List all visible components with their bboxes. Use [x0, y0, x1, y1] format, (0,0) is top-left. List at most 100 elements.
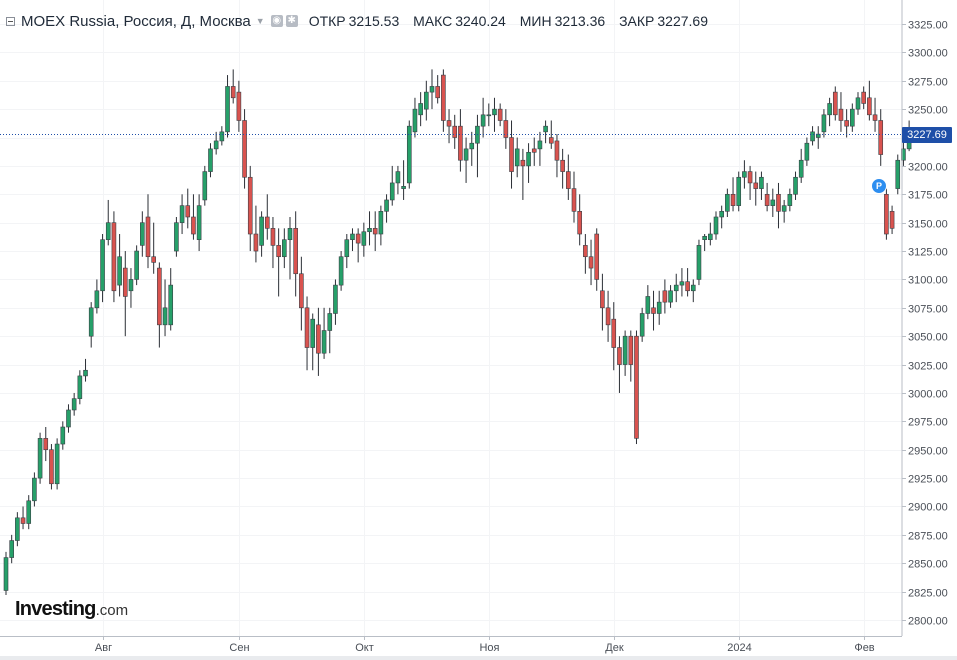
- candle: [355, 228, 361, 263]
- candle-body: [412, 108, 418, 133]
- chart-header: MOEX Russia, Россия, Д, Москва ▼ ◉ ✱ ОТК…: [6, 11, 718, 31]
- candle: [213, 131, 219, 155]
- gear-icon[interactable]: ✱: [285, 15, 298, 27]
- candle-body: [71, 398, 77, 411]
- candle: [208, 143, 213, 178]
- candle-body: [32, 477, 37, 502]
- candle-body: [49, 449, 54, 485]
- candle-body: [401, 186, 406, 189]
- candle-body: [662, 290, 668, 303]
- candle-body: [94, 290, 100, 309]
- candle-body: [452, 125, 458, 138]
- candle: [185, 188, 191, 229]
- candle-body: [196, 205, 202, 240]
- y-tick-label: 3175.00: [908, 190, 948, 202]
- x-tick-label: Фев: [854, 642, 874, 654]
- y-tick-label: 2800.00: [908, 616, 948, 628]
- candle-body: [225, 86, 230, 133]
- candle-body: [645, 296, 651, 314]
- candle-body: [395, 171, 401, 184]
- candle: [60, 421, 66, 450]
- candle: [742, 160, 747, 189]
- candle: [605, 290, 611, 342]
- candle-body: [378, 211, 384, 235]
- candle-body: [424, 91, 429, 110]
- high-label: МАКС: [413, 13, 453, 29]
- candle-body: [798, 159, 804, 178]
- candle: [321, 307, 327, 359]
- candle: [583, 234, 588, 274]
- candle: [867, 80, 872, 121]
- candle-body: [168, 284, 174, 326]
- candle: [145, 194, 151, 269]
- candle-body: [389, 182, 395, 201]
- candle-body: [548, 137, 554, 144]
- candle: [480, 97, 486, 138]
- candle: [77, 370, 83, 405]
- candle: [747, 165, 753, 200]
- candle-body: [651, 307, 656, 314]
- candle-body: [299, 273, 304, 309]
- candle-body: [259, 216, 264, 246]
- candle-body: [9, 540, 14, 558]
- candle: [378, 205, 384, 246]
- candle-body: [128, 279, 134, 292]
- eye-icon[interactable]: ◉: [270, 15, 283, 27]
- candle: [531, 137, 537, 166]
- y-tick-label: 3000.00: [908, 389, 948, 401]
- candle-body: [157, 267, 162, 326]
- candle: [617, 336, 622, 393]
- candle-body: [622, 335, 628, 365]
- y-tick-label: 2975.00: [908, 417, 948, 429]
- scrollbar[interactable]: [0, 656, 957, 660]
- candle-body: [884, 193, 889, 235]
- chevron-down-icon[interactable]: ▼: [255, 16, 265, 26]
- candle-body: [815, 133, 821, 138]
- candle: [316, 307, 321, 376]
- candle: [878, 109, 884, 166]
- candle-body: [3, 557, 9, 591]
- candle: [219, 126, 225, 146]
- candle-body: [673, 284, 679, 292]
- candle-body: [787, 193, 793, 206]
- candle: [827, 97, 832, 127]
- candle-body: [486, 114, 492, 117]
- candle-body: [685, 281, 690, 292]
- x-tick-label: Ноя: [479, 642, 499, 654]
- y-tick-label: 2950.00: [908, 446, 948, 458]
- candle-body: [310, 318, 316, 348]
- logo-main: Investing: [15, 598, 96, 620]
- candle: [526, 143, 531, 183]
- candle: [367, 211, 372, 246]
- symbol-title[interactable]: MOEX Russia, Россия, Д, Москва: [21, 12, 251, 30]
- candle: [469, 131, 475, 166]
- candle: [304, 296, 310, 371]
- candle-body: [333, 284, 338, 314]
- candle-body: [287, 228, 293, 240]
- event-marker-icon[interactable]: P: [871, 178, 887, 194]
- candle-body: [804, 142, 810, 161]
- candle-body: [844, 120, 849, 127]
- candle: [225, 75, 230, 138]
- candle-body: [463, 148, 469, 161]
- candle: [781, 199, 787, 223]
- collapse-icon[interactable]: [6, 16, 15, 26]
- y-axis[interactable]: 3325.003300.003275.003250.003225.003200.…: [902, 20, 948, 628]
- y-tick-label: 3275.00: [908, 77, 948, 89]
- candle-body: [316, 324, 321, 354]
- candle: [884, 188, 889, 240]
- candle: [776, 182, 781, 229]
- candle: [441, 69, 446, 132]
- candle-body: [605, 307, 611, 326]
- candle-body: [690, 284, 696, 292]
- candle: [458, 109, 463, 172]
- candle-body: [384, 199, 389, 212]
- candle: [639, 307, 645, 342]
- candle: [725, 188, 730, 217]
- candle-body: [458, 125, 463, 161]
- candle: [389, 165, 395, 206]
- candles: [3, 69, 912, 596]
- candle: [850, 103, 855, 132]
- candle-body: [446, 120, 452, 127]
